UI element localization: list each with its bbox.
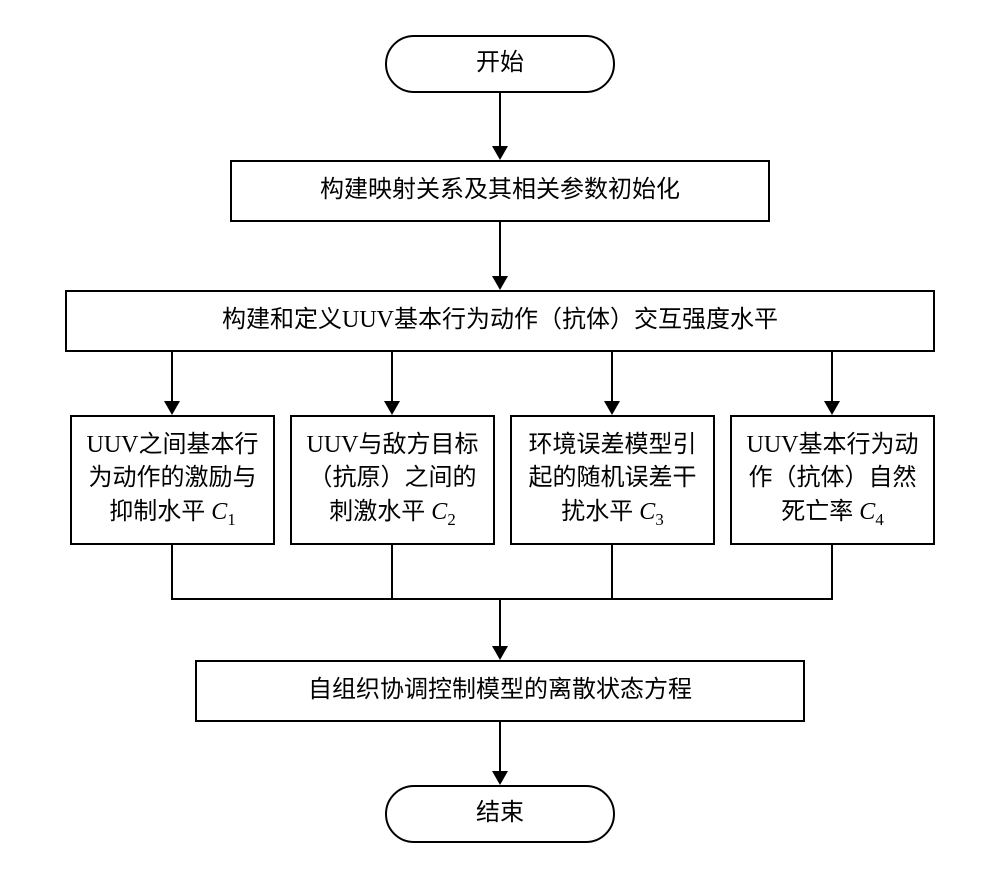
- edge: [611, 352, 613, 401]
- arrowhead-icon: [384, 401, 400, 415]
- arrowhead-icon: [604, 401, 620, 415]
- node-c2: UUV与敌方目标 （抗原）之间的 刺激水平 C2: [290, 415, 495, 545]
- node-c4: UUV基本行为动 作（抗体）自然 死亡率 C4: [730, 415, 935, 545]
- node-start: 开始: [385, 35, 615, 93]
- edge: [171, 545, 173, 599]
- node-define: 构建和定义UUV基本行为动作（抗体）交互强度水平: [65, 290, 935, 352]
- edge: [611, 545, 613, 599]
- arrowhead-icon: [824, 401, 840, 415]
- node-c4-label: UUV基本行为动 作（抗体）自然 死亡率 C4: [747, 429, 919, 532]
- edge: [499, 598, 501, 646]
- node-init: 构建映射关系及其相关参数初始化: [230, 160, 770, 222]
- edge: [171, 598, 833, 600]
- edge: [171, 352, 173, 401]
- node-c1: UUV之间基本行 为动作的激励与 抑制水平 C1: [70, 415, 275, 545]
- arrowhead-icon: [164, 401, 180, 415]
- edge: [499, 722, 501, 771]
- node-start-label: 开始: [476, 47, 524, 81]
- node-init-label: 构建映射关系及其相关参数初始化: [320, 174, 680, 208]
- node-discrete: 自组织协调控制模型的离散状态方程: [195, 660, 805, 722]
- arrowhead-icon: [492, 771, 508, 785]
- arrowhead-icon: [492, 646, 508, 660]
- edge: [499, 93, 501, 148]
- node-discrete-label: 自组织协调控制模型的离散状态方程: [308, 674, 692, 708]
- edge: [391, 545, 393, 599]
- node-end-label: 结束: [476, 797, 524, 831]
- node-c2-label: UUV与敌方目标 （抗原）之间的 刺激水平 C2: [307, 429, 479, 532]
- node-end: 结束: [385, 785, 615, 843]
- node-c3-label: 环境误差模型引 起的随机误差干 扰水平 C3: [529, 429, 697, 532]
- node-c3: 环境误差模型引 起的随机误差干 扰水平 C3: [510, 415, 715, 545]
- edge: [391, 352, 393, 401]
- flowchart-canvas: 开始 构建映射关系及其相关参数初始化 构建和定义UUV基本行为动作（抗体）交互强…: [0, 0, 1000, 875]
- edge: [831, 352, 833, 401]
- node-define-label: 构建和定义UUV基本行为动作（抗体）交互强度水平: [222, 304, 778, 338]
- arrowhead-icon: [492, 146, 508, 160]
- edge: [831, 545, 833, 599]
- edge: [499, 222, 501, 278]
- arrowhead-icon: [492, 276, 508, 290]
- node-c1-label: UUV之间基本行 为动作的激励与 抑制水平 C1: [87, 429, 259, 532]
